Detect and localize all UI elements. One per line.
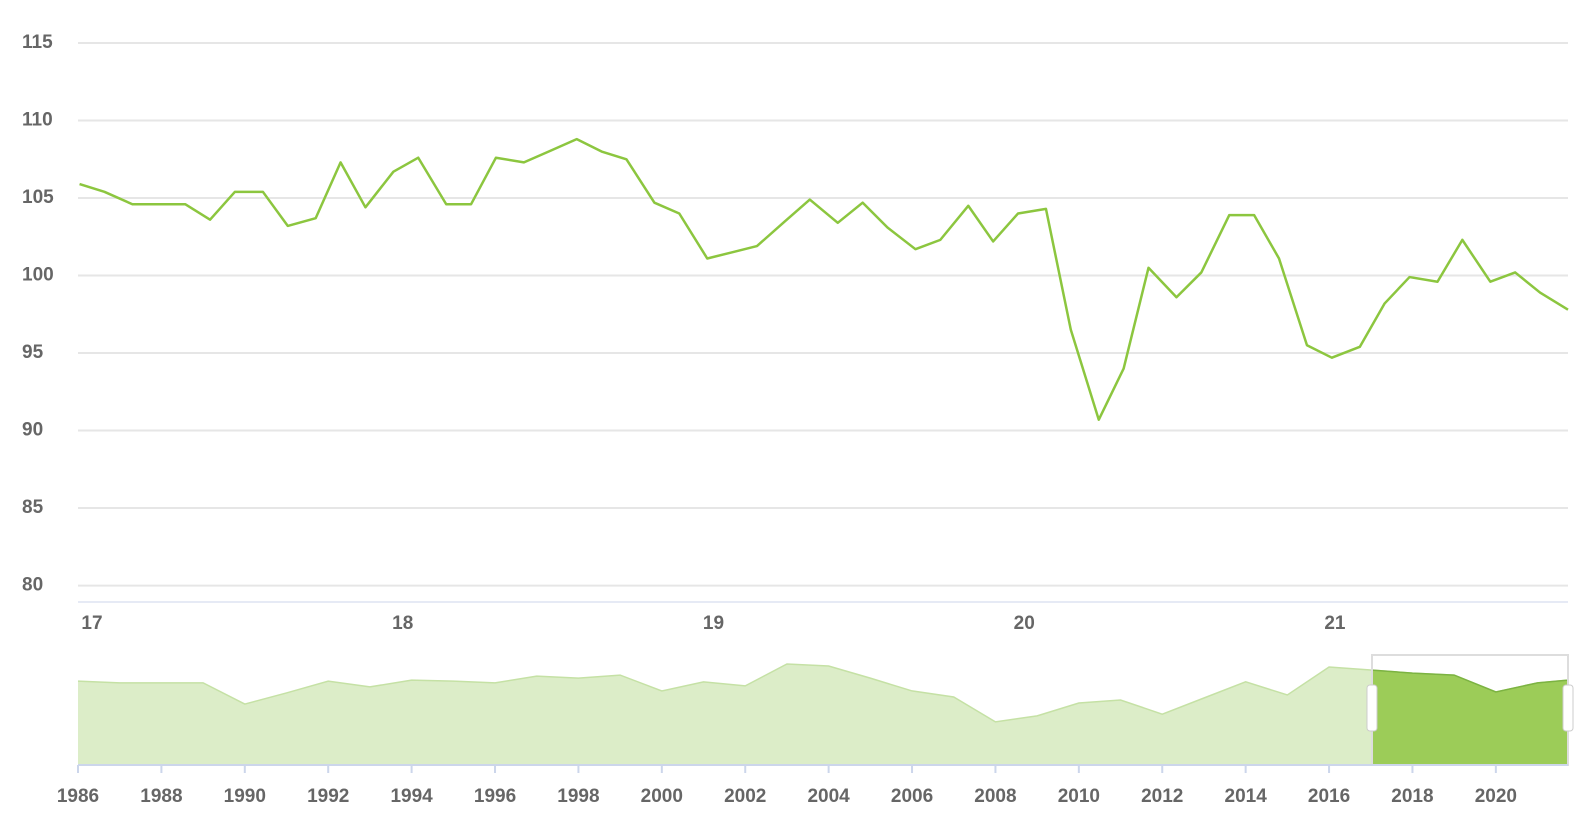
navigator-tick-label: 1994 <box>390 786 433 807</box>
navigator-selected-area <box>1372 670 1568 765</box>
x-tick-label: 17 <box>81 613 102 634</box>
x-tick-label: 19 <box>703 613 724 634</box>
navigator-handle <box>1366 684 1378 732</box>
navigator-handle <box>1562 684 1574 732</box>
navigator-tick-label: 2004 <box>807 786 850 807</box>
navigator-tick-label: 2014 <box>1225 786 1268 807</box>
navigator-line <box>77 663 1569 723</box>
navigator-tick-label: 1990 <box>224 786 266 807</box>
navigator-area <box>78 663 1568 765</box>
navigator-tick-label: 2000 <box>641 786 683 807</box>
navigator-tick-label: 1986 <box>57 786 99 807</box>
x-tick-label: 20 <box>1014 613 1035 634</box>
y-tick-label: 105 <box>22 187 54 208</box>
y-tick-label: 110 <box>22 110 53 131</box>
navigator-tick-label: 2012 <box>1141 786 1183 807</box>
y-tick-label: 80 <box>22 575 43 596</box>
x-tick-label: 21 <box>1324 613 1346 634</box>
navigator-tick-label: 2008 <box>974 786 1016 807</box>
y-tick-label: 85 <box>22 497 44 518</box>
y-tick-label: 90 <box>22 420 43 441</box>
navigator-tick-label: 1992 <box>307 786 349 807</box>
y-tick-label: 95 <box>22 342 44 363</box>
navigator-tick-label: 1996 <box>474 786 516 807</box>
y-tick-label: 115 <box>22 32 53 53</box>
navigator-tick-label: 1988 <box>140 786 182 807</box>
navigator-tick-label: 2002 <box>724 786 766 807</box>
navigator-tick-label: 2010 <box>1058 786 1100 807</box>
navigator-tick-label: 2006 <box>891 786 933 807</box>
y-tick-label: 100 <box>22 265 54 286</box>
x-tick-label: 18 <box>392 613 413 634</box>
navigator-tick-label: 2016 <box>1308 786 1350 807</box>
navigator-tick-label: 2018 <box>1391 786 1433 807</box>
navigator-tick-label: 1998 <box>557 786 599 807</box>
data-line <box>79 137 1569 421</box>
navigator-tick-label: 2020 <box>1475 786 1517 807</box>
